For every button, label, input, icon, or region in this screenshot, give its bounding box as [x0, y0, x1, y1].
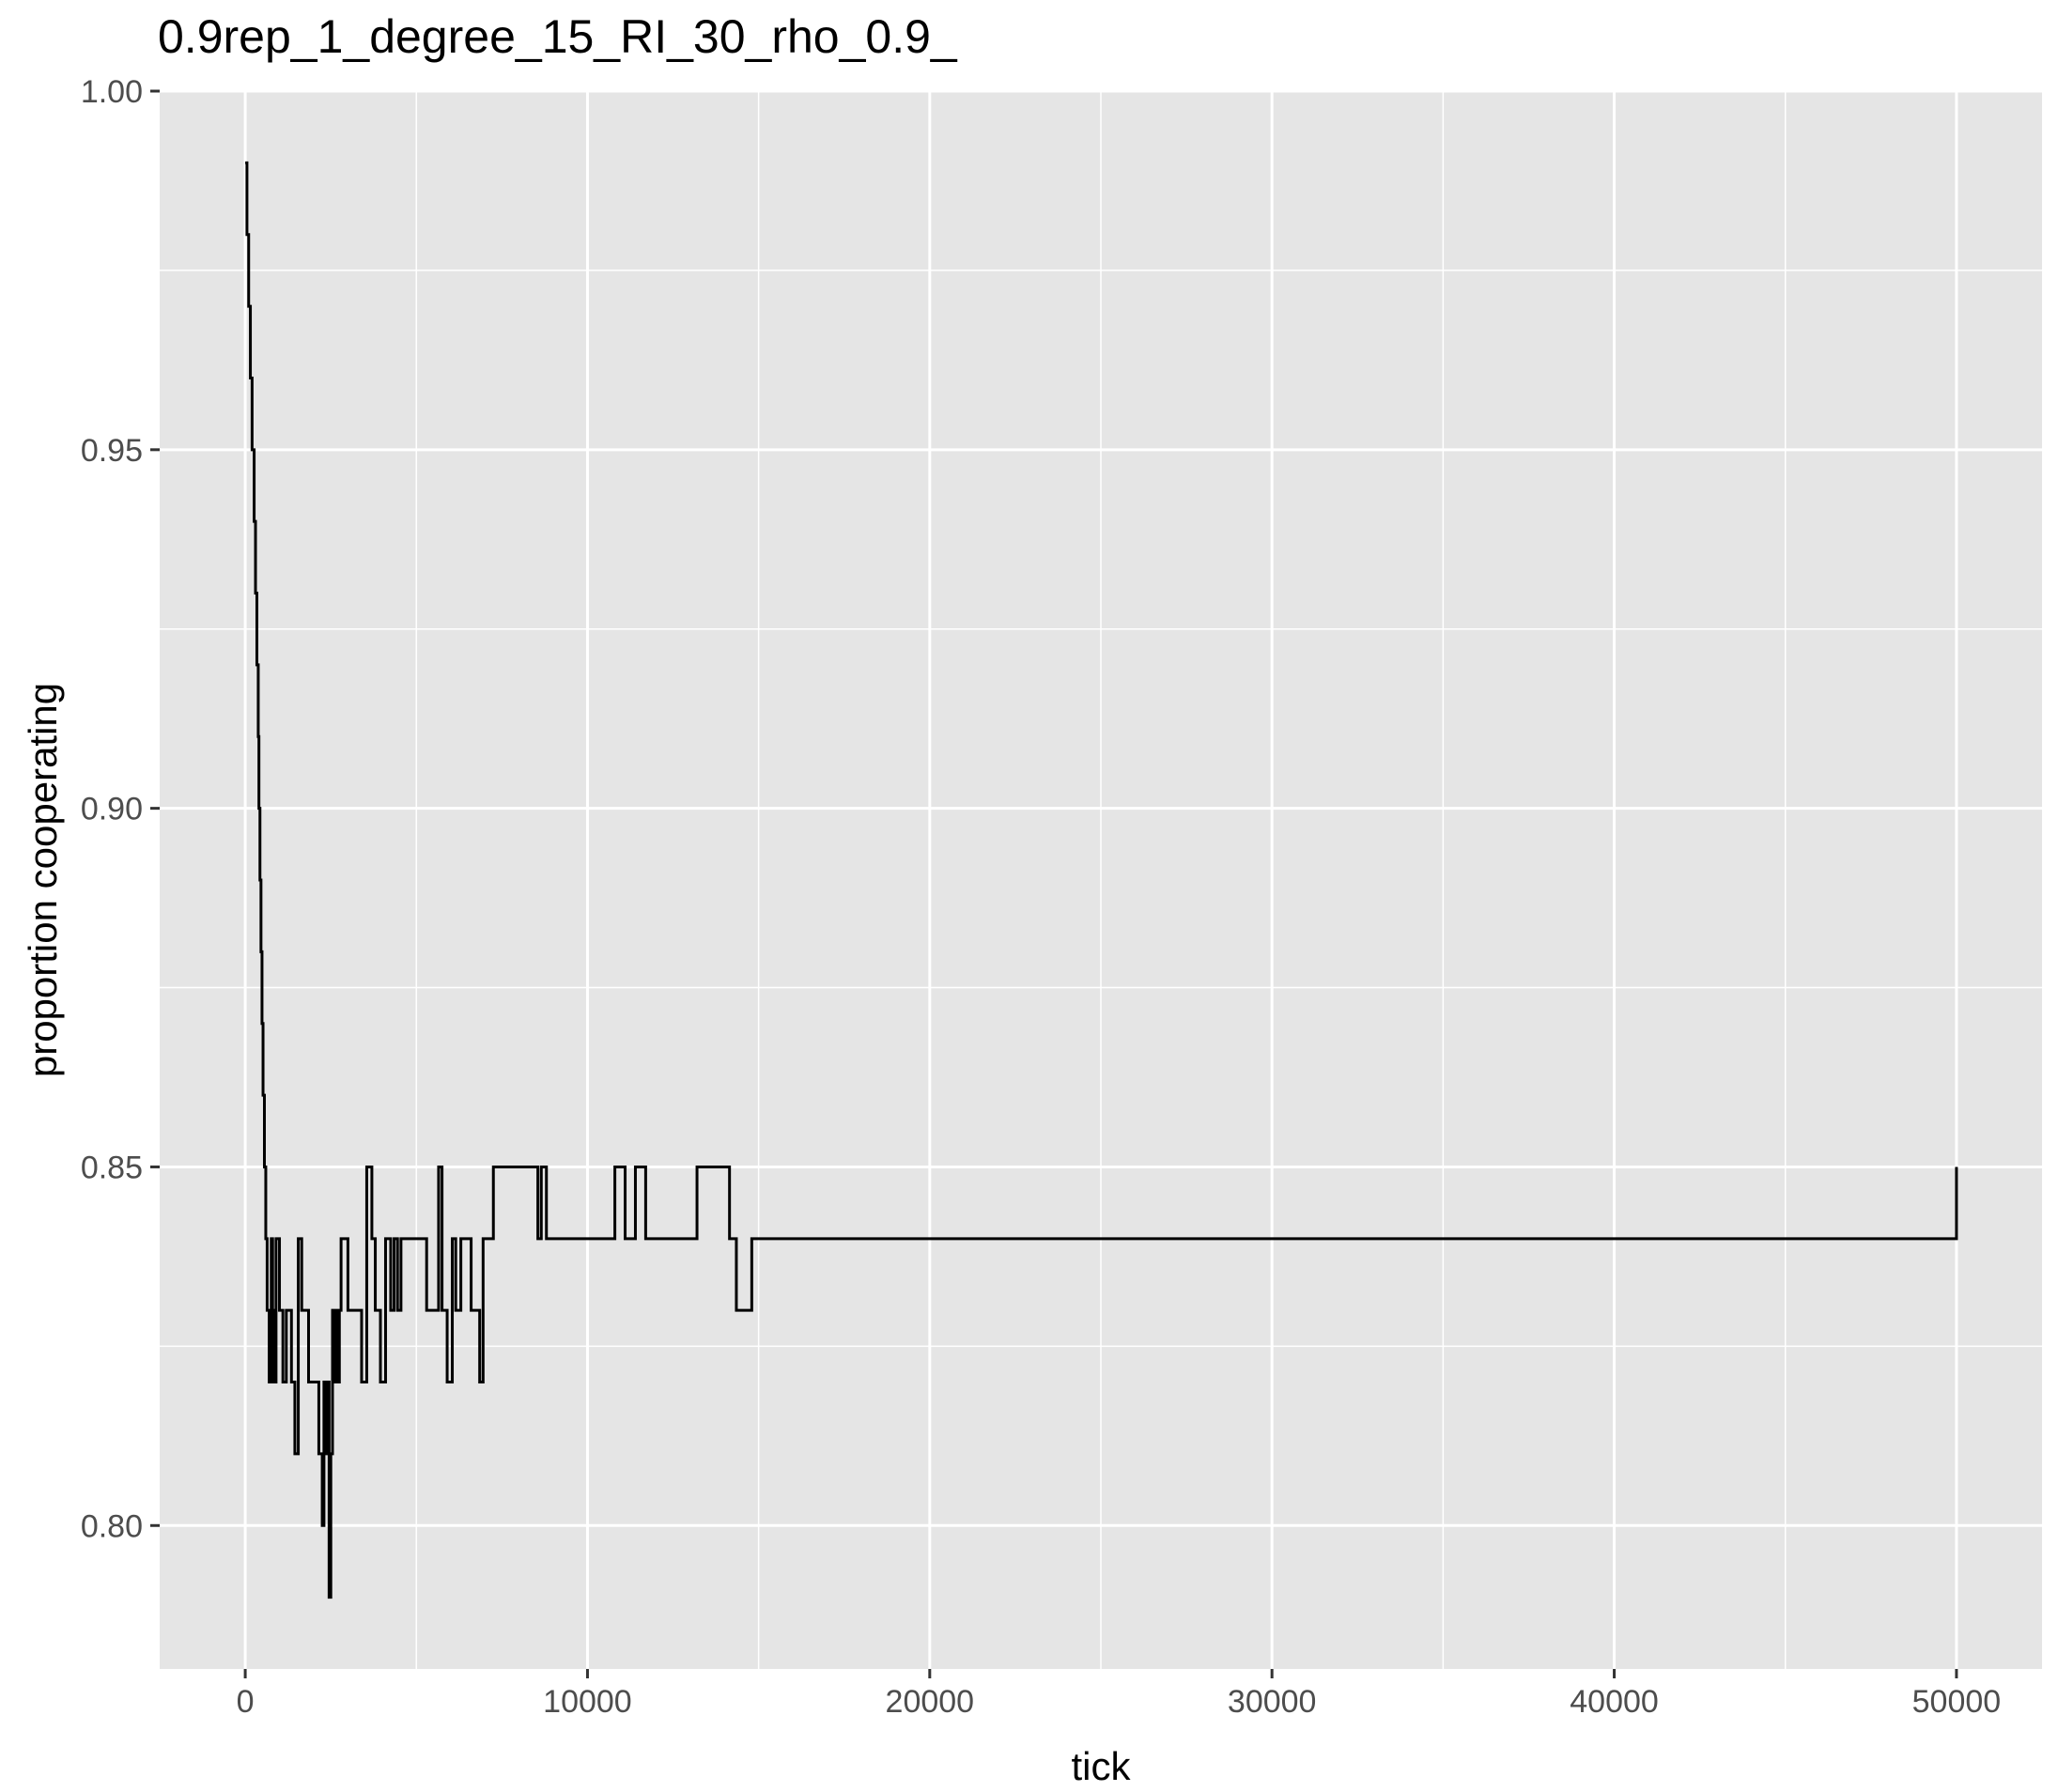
x-tick-label: 30000 — [1228, 1684, 1317, 1720]
x-tick-label: 20000 — [886, 1684, 975, 1720]
x-axis-title: tick — [1072, 1744, 1132, 1788]
x-tick-label: 10000 — [543, 1684, 632, 1720]
x-tick-label: 50000 — [1912, 1684, 2002, 1720]
y-axis-title: proportion cooperating — [21, 683, 65, 1077]
x-tick-label: 40000 — [1570, 1684, 1659, 1720]
minor-gridlines — [160, 91, 2042, 1669]
x-tick-label: 0 — [237, 1684, 255, 1720]
chart-title: 0.9rep_1_degree_15_RI_30_rho_0.9_ — [158, 10, 957, 63]
y-tick-label: 1.00 — [81, 74, 143, 110]
y-tick-label: 0.85 — [81, 1150, 143, 1185]
y-tick-label: 0.90 — [81, 792, 143, 827]
x-axis: 0 10000 20000 30000 40000 50000 — [237, 1669, 2002, 1720]
series-line — [245, 161, 1958, 1599]
major-gridlines — [160, 89, 2042, 1669]
y-tick-label: 0.95 — [81, 433, 143, 469]
y-axis: 0.80 0.85 0.90 0.95 1.00 — [81, 74, 160, 1544]
series-layer — [245, 161, 1958, 1599]
y-tick-label: 0.80 — [81, 1508, 143, 1544]
